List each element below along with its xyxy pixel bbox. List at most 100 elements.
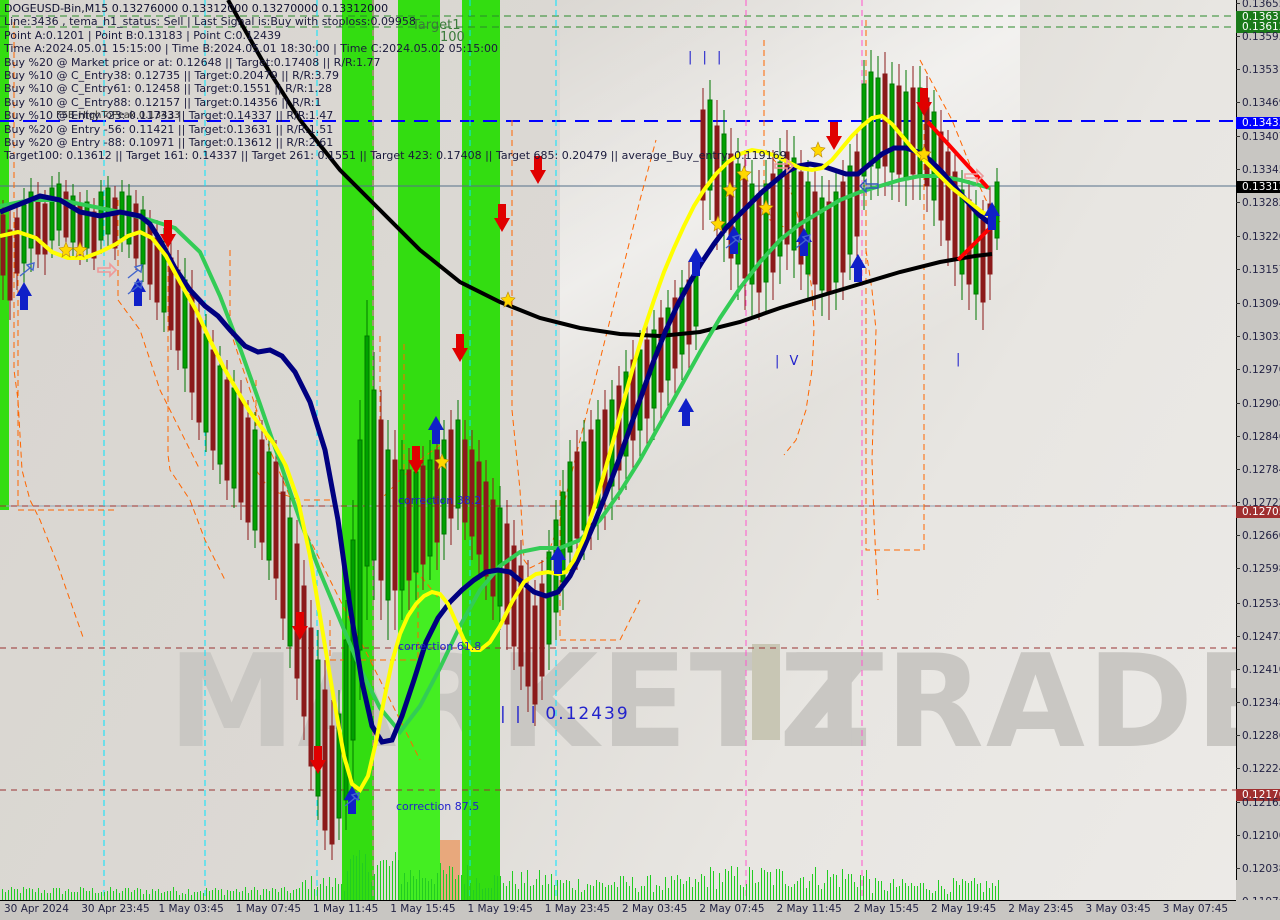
volume-bar [206, 888, 207, 900]
volume-bar [914, 885, 915, 900]
price-axis[interactable]: 0.136550.136310.136120.13593 0.13531 0.134… [1236, 0, 1280, 908]
volume-bar [461, 875, 462, 900]
volume-bar [827, 870, 828, 900]
volume-bar [320, 883, 321, 900]
price-tick-label: 0.12846 [1242, 430, 1280, 443]
volume-bar [875, 878, 876, 900]
tick-dash [1236, 668, 1240, 670]
volume-bar [695, 878, 696, 900]
chart-plot-area[interactable]: MARKETZ TRADE [0, 0, 1236, 900]
tick-dash [1236, 635, 1240, 637]
volume-bar [581, 892, 582, 900]
volume-bar [191, 894, 192, 900]
label-target1: Target1 [412, 18, 461, 33]
volume-bar [182, 892, 183, 900]
volume-bar [728, 871, 729, 900]
volume-bar [935, 891, 936, 900]
volume-bar [512, 871, 513, 900]
price-tick: 0.12472 [1236, 631, 1280, 643]
price-tick-label: 0.12176 [1242, 789, 1280, 802]
tick-dash [1236, 402, 1240, 404]
volume-bar [593, 886, 594, 900]
volume-bar [908, 886, 909, 900]
volume-bar [989, 888, 990, 900]
ema-long-black [226, 0, 993, 339]
volume-bar [2, 889, 3, 900]
price-tick: 0.13531 [1236, 64, 1280, 76]
volume-bar [101, 892, 102, 900]
volume-bar [422, 878, 423, 900]
volume-bar [791, 887, 792, 900]
volume-bar [59, 887, 60, 900]
price-tick: 0.13282 [1236, 197, 1280, 209]
volume-bar [713, 871, 714, 900]
volume-bar [230, 891, 231, 900]
volume-bar [443, 869, 444, 900]
volume-bar [812, 874, 813, 900]
info-line: Point A:0.1201 | Point B:0.13183 | Point… [4, 28, 281, 42]
volume-bar [29, 887, 30, 900]
volume-bar [533, 885, 534, 900]
price-tick: 0.13593 [1236, 31, 1280, 43]
tick-dash [1236, 735, 1240, 737]
volume-bar [245, 886, 246, 900]
price-tick: 0.13345 [1236, 164, 1280, 176]
price-tick: 0.13469 [1236, 97, 1280, 109]
tick-dash [1236, 168, 1240, 170]
volume-bar [335, 878, 336, 900]
volume-bar [263, 889, 264, 900]
volume-bar [824, 883, 825, 900]
volume-bar [74, 892, 75, 900]
price-tick-label: 0.12162 [1242, 796, 1280, 809]
volume-bar [656, 885, 657, 900]
volume-bar [11, 886, 12, 900]
volume-bar [143, 893, 144, 900]
volume-bar [122, 891, 123, 900]
time-axis[interactable]: 30 Apr 2024 30 Apr 23:45 1 May 03:45 1 May … [0, 900, 1280, 920]
volume-bar [569, 880, 570, 900]
volume-bar [365, 854, 366, 900]
volume-bar [902, 878, 903, 900]
label-correction-382: correction 38.2 [398, 494, 482, 507]
tick-dash [1236, 36, 1240, 38]
volume-bar [368, 871, 369, 900]
wave-label-IV: | V [775, 354, 802, 369]
volume-bar [986, 881, 987, 900]
candlesticks [0, 50, 1000, 860]
price-tick: 0.13631 [1236, 10, 1280, 23]
volume-bar [707, 887, 708, 900]
volume-bar [761, 868, 762, 900]
price-tick: 0.13655 [1236, 0, 1280, 10]
volume-bar [104, 891, 105, 900]
ema-fast-yellow [0, 113, 991, 793]
volume-bar [278, 892, 279, 900]
volume-bar [473, 890, 474, 900]
volume-bar [44, 889, 45, 900]
volume-bar [836, 875, 837, 900]
volume-bar [590, 884, 591, 900]
time-tick-label: 1 May 19:45 [467, 903, 533, 915]
price-tick-label: 0.12038 [1242, 862, 1280, 875]
volume-bar [749, 866, 750, 900]
volume-bar [851, 874, 852, 900]
volume-bar [995, 886, 996, 900]
info-line: Buy %20 @ Entry -88: 0.10971 || Target:0… [4, 136, 334, 150]
price-tick-label: 0.13655 [1242, 0, 1280, 10]
volume-bar [905, 883, 906, 900]
price-tick-label: 0.12286 [1242, 730, 1280, 743]
volume-bar [434, 884, 435, 900]
volume-bar [77, 891, 78, 900]
time-tick-label: 1 May 23:45 [544, 903, 611, 915]
chart-info-panel: DOGEUSD-Bin,M15 0.13276000 0.13312000 0.… [4, 2, 787, 163]
volume-bar [638, 891, 639, 900]
volume-bar [281, 888, 282, 900]
volume-bar [803, 877, 804, 900]
volume-bar [140, 888, 141, 900]
volume-bar [167, 891, 168, 900]
price-tick: 0.12038 [1236, 863, 1280, 875]
volume-bar [440, 862, 441, 900]
volume-bar [941, 886, 942, 900]
